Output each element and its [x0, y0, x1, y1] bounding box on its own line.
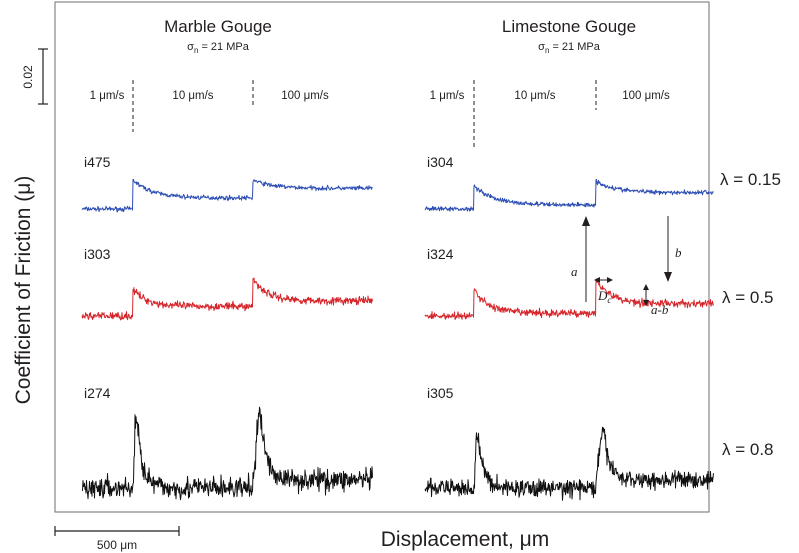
- annotation-a-minus-b: a-b: [651, 302, 669, 317]
- limestone-panel-title: Limestone Gouge: [502, 17, 636, 36]
- rate-state-annotations: [582, 216, 672, 306]
- b-arrow-head: [664, 272, 672, 282]
- plot-frame: [54, 1, 710, 513]
- series-label-i475: i475: [84, 154, 111, 170]
- lambda-label-0.8: λ = 0.8: [722, 440, 774, 459]
- annotation-b: b: [675, 245, 682, 260]
- displacement-scale-label: 500 μm: [97, 538, 137, 552]
- a-minus-b-arrow-head-top: [643, 284, 649, 290]
- trace-i305: [424, 426, 714, 501]
- a-minus-b-arrow-head-bottom: [643, 300, 649, 306]
- marble-velocity-label-1: 1 μm/s: [90, 90, 125, 102]
- series-label-i324: i324: [427, 246, 454, 262]
- limestone-normal-stress: σn = 21 MPa: [538, 41, 601, 55]
- dc-arrow-head-left: [594, 277, 600, 283]
- marble-velocity-label-2: 10 μm/s: [172, 90, 213, 102]
- dc-arrow-head-right: [607, 277, 613, 283]
- limestone-velocity-label-3: 100 μm/s: [622, 90, 670, 102]
- a-arrow-head: [582, 216, 590, 226]
- annotation-a: a: [571, 264, 578, 279]
- y-axis-title: Coefficient of Friction (μ): [12, 176, 35, 405]
- friction-scale-label: 0.02: [21, 65, 35, 89]
- friction-traces: [81, 178, 714, 501]
- lambda-label-0.5: λ = 0.5: [722, 288, 774, 307]
- velocity-step-lines: [132, 80, 597, 148]
- marble-velocity-label-3: 100 μm/s: [281, 90, 329, 102]
- annotation-dc: Dc: [597, 288, 611, 305]
- series-label-i304: i304: [427, 154, 454, 170]
- trace-i475: [81, 178, 373, 213]
- x-axis-title: Displacement, μm: [381, 528, 549, 551]
- trace-i304: [424, 179, 714, 212]
- friction-scale-bar: [38, 48, 48, 105]
- trace-i274: [81, 406, 373, 501]
- limestone-velocity-label-2: 10 μm/s: [514, 90, 555, 102]
- trace-i303: [81, 277, 373, 321]
- series-label-i305: i305: [427, 385, 454, 401]
- series-label-i274: i274: [84, 385, 111, 401]
- lambda-label-0.15: λ = 0.15: [720, 170, 781, 189]
- marble-panel-title: Marble Gouge: [164, 17, 272, 36]
- displacement-scale-bar: [54, 526, 180, 536]
- marble-normal-stress: σn = 21 MPa: [187, 41, 250, 55]
- limestone-velocity-label-1: 1 μm/s: [430, 90, 465, 102]
- series-label-i303: i303: [84, 246, 111, 262]
- trace-i324: [424, 278, 714, 320]
